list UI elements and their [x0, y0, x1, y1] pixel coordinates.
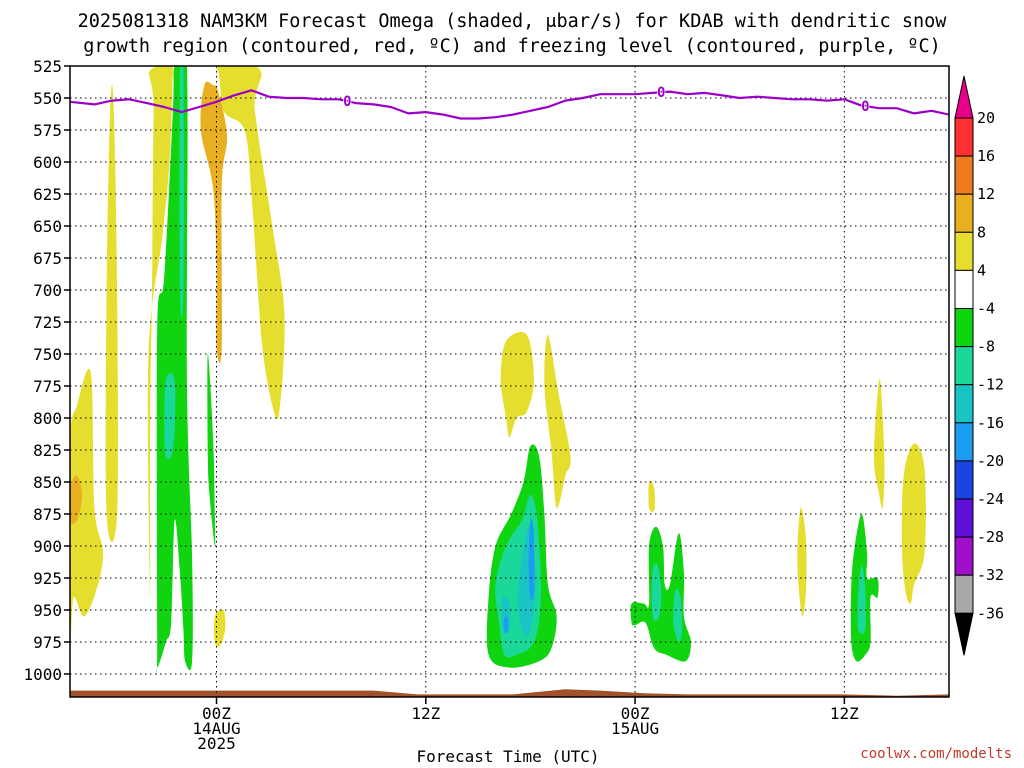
- omega-region-3: [200, 81, 228, 364]
- colorbar-label: -8: [977, 338, 995, 356]
- y-tick-label: 625: [33, 185, 62, 204]
- omega-region-7: [156, 66, 193, 676]
- colorbar-bottom-arrow: [954, 612, 974, 656]
- omega-region-0: [70, 368, 104, 648]
- colorbar-label: -4: [977, 300, 995, 318]
- y-tick-label: 925: [33, 569, 62, 588]
- omega-region-12: [544, 334, 571, 509]
- freezing-level-line: [70, 89, 949, 120]
- x-tick-label: 12Z: [411, 704, 440, 723]
- colorbar-top-arrow: [954, 75, 974, 119]
- y-tick-label: 950: [33, 601, 62, 620]
- colorbar-label: -28: [977, 528, 1004, 546]
- y-tick-label: 1000: [23, 665, 62, 684]
- y-tick-label: 650: [33, 217, 62, 236]
- colorbar-label: -36: [977, 604, 1004, 622]
- omega-region-19: [648, 480, 655, 512]
- omega-region-21: [651, 563, 662, 621]
- colorbar-swatch: [954, 269, 974, 309]
- colorbar-swatch: [954, 308, 974, 348]
- y-tick-label: 700: [33, 281, 62, 300]
- grid-layer: [70, 66, 949, 697]
- chart-title-line1: 2025081318 NAM3KM Forecast Omega (shaded…: [78, 11, 948, 32]
- y-tick-label: 750: [33, 345, 62, 364]
- colorbar-swatch: [954, 536, 974, 576]
- omega-region-9: [164, 373, 176, 460]
- x-axis: 00Z14AUG202512Z00Z15AUG12Z00Z16AUG: [192, 697, 859, 753]
- omega-shading-layer: [70, 66, 926, 676]
- colorbar-label: 8: [977, 223, 986, 241]
- y-tick-label: 825: [33, 441, 62, 460]
- x-tick-label: 00Z: [202, 704, 231, 723]
- freezing-label-bg: [861, 99, 870, 114]
- colorbar-label: -24: [977, 490, 1004, 508]
- colorbar-label: 4: [977, 261, 986, 279]
- x-tick-label: 00Z: [621, 704, 650, 723]
- x-tick-label: 12Z: [830, 704, 859, 723]
- colorbar-swatch: [954, 498, 974, 538]
- colorbar-label: -12: [977, 376, 1004, 394]
- x-tick-label: 15AUG: [611, 719, 659, 738]
- omega-region-11: [500, 331, 534, 438]
- y-tick-label: 550: [33, 89, 62, 108]
- omega-region-18: [503, 616, 509, 633]
- colorbar-legend: 20 16 12 8 4 -4 -8 -12 -16 -20 -24 -28 -32 -36: [954, 75, 1004, 656]
- freezing-level-label: 0: [657, 85, 665, 101]
- y-tick-label: 800: [33, 409, 62, 428]
- y-tick-label: 975: [33, 633, 62, 652]
- freezing-level-layer: 0 0 0: [70, 85, 949, 120]
- colorbar-label: 12: [977, 185, 995, 203]
- plot-frame: [69, 65, 950, 698]
- x-axis-label: Forecast Time (UTC): [416, 747, 599, 766]
- colorbar-label: -16: [977, 414, 1004, 432]
- freezing-level-label: 0: [861, 99, 869, 115]
- x-tick-label: 14AUG: [192, 719, 240, 738]
- colorbar-label: 16: [977, 147, 995, 165]
- freezing-level-label: 0: [343, 94, 351, 110]
- y-tick-label: 675: [33, 249, 62, 268]
- y-tick-label: 600: [33, 153, 62, 172]
- colorbar-swatch: [954, 460, 974, 500]
- y-tick-label: 775: [33, 377, 62, 396]
- colorbar-label: -32: [977, 566, 1004, 584]
- omega-region-27: [901, 443, 926, 604]
- y-tick-label: 525: [33, 57, 62, 76]
- colorbar-swatch: [954, 155, 974, 195]
- y-tick-label: 875: [33, 505, 62, 524]
- x-tick-label: 2025: [197, 734, 236, 753]
- omega-region-23: [797, 507, 807, 617]
- y-tick-label: 900: [33, 537, 62, 556]
- omega-region-16: [528, 518, 535, 600]
- y-tick-label: 725: [33, 313, 62, 332]
- omega-region-1: [105, 84, 119, 542]
- colorbar-label: 20: [977, 109, 995, 127]
- omega-region-6: [213, 609, 226, 647]
- y-tick-label: 850: [33, 473, 62, 492]
- colorbar-swatch: [954, 346, 974, 386]
- omega-region-25: [857, 565, 866, 634]
- credit-text: coolwx.com/modelts: [860, 746, 1012, 762]
- colorbar-swatch: [954, 231, 974, 271]
- ground-area: [70, 689, 949, 697]
- omega-region-4: [70, 475, 83, 524]
- chart-title-line2: growth region (contoured, red, ºC) and f…: [83, 36, 941, 57]
- y-axis: 525 550 575 600 625 650 675 700 725 750 775 800 825 8…: [23, 57, 70, 684]
- colorbar-swatch: [954, 574, 974, 614]
- colorbar-swatch: [954, 422, 974, 462]
- colorbar-swatch: [954, 117, 974, 157]
- colorbar-swatch: [954, 384, 974, 424]
- omega-region-10: [179, 66, 184, 318]
- ground-layer: [70, 689, 949, 697]
- colorbar-label: -20: [977, 452, 1004, 470]
- y-tick-label: 575: [33, 121, 62, 140]
- colorbar-swatch: [954, 193, 974, 233]
- omega-region-22: [673, 589, 683, 643]
- omega-region-2: [147, 66, 285, 598]
- freezing-label-bg: [657, 85, 666, 100]
- freezing-label-bg: [343, 94, 352, 109]
- omega-region-26: [874, 378, 885, 509]
